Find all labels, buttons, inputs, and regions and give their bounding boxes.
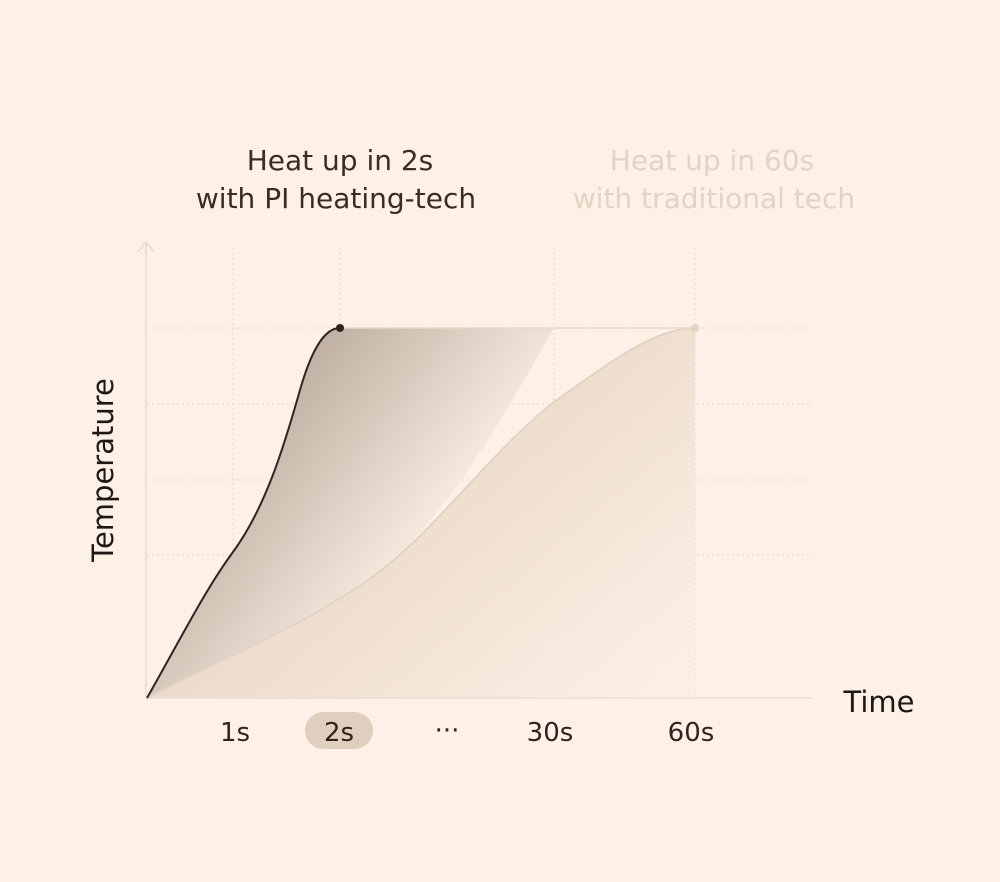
y-axis-arrow-icon <box>137 240 155 253</box>
fast-series-caption: Heat up in 2s with PI heating-tech <box>196 144 476 215</box>
slow-series-area <box>147 328 695 698</box>
slow-caption-line-1: Heat up in 60s <box>610 144 814 177</box>
x-tick-label-60s: 60s <box>668 718 715 748</box>
x-tick-label-1s: 1s <box>220 718 250 748</box>
y-axis-title: Temperature <box>86 378 120 563</box>
axes <box>137 240 812 699</box>
fast-series-endpoint <box>336 324 344 332</box>
x-tick-label-30s: 30s <box>527 718 574 748</box>
fast-series-line <box>146 327 341 699</box>
slow-series-caption: Heat up in 60s with traditional tech <box>573 144 855 215</box>
fast-caption-line-2: with PI heating-tech <box>196 182 476 215</box>
x-tick-label-ellipsis: ··· <box>435 716 460 746</box>
fast-caption-line-1: Heat up in 2s <box>247 144 434 177</box>
fast-series-area <box>147 328 554 698</box>
slow-series-line <box>146 327 696 699</box>
slow-series-endpoint <box>691 324 699 332</box>
x-axis-title: Time <box>843 685 915 719</box>
slow-caption-line-2: with traditional tech <box>573 182 855 215</box>
x-tick-labels: 1s 2s ··· 30s 60s <box>220 716 714 748</box>
x-tick-label-2s: 2s <box>324 718 354 748</box>
tick-highlight-pill <box>305 712 373 749</box>
